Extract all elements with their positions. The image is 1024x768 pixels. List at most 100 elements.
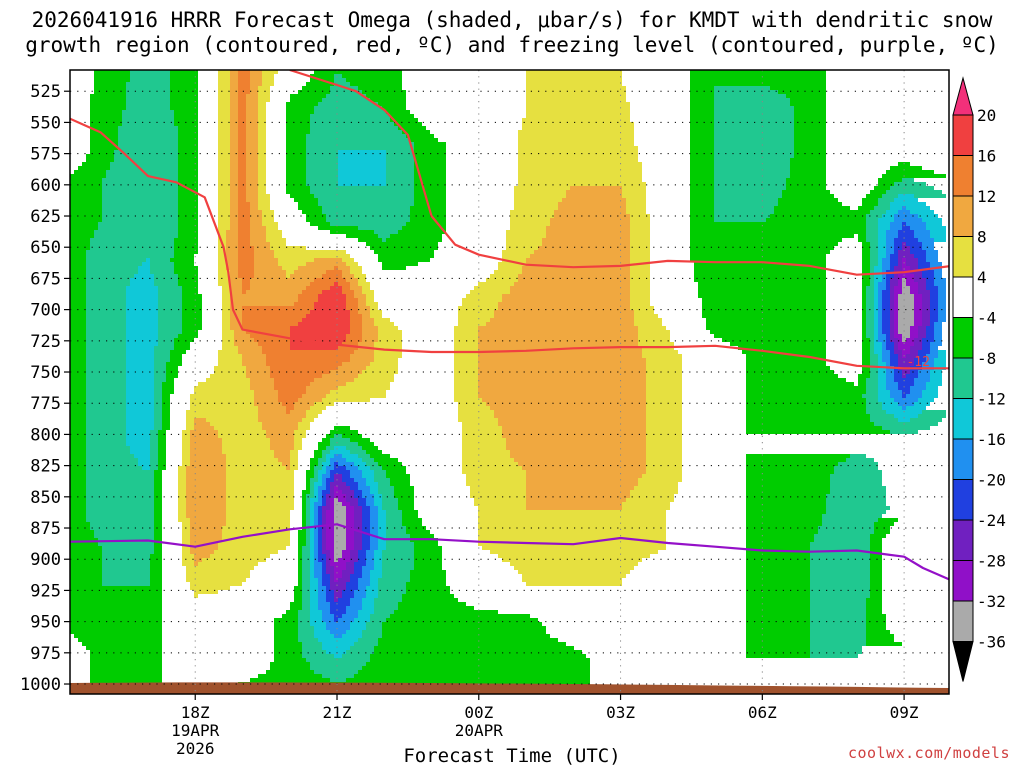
omega-shade-cell [178, 198, 198, 202]
omega-shade-cell [378, 538, 386, 542]
omega-shade-cell [70, 254, 86, 258]
omega-shade-cell [874, 338, 878, 342]
omega-shade-cell [462, 302, 498, 306]
omega-shade-cell [170, 74, 198, 78]
omega-shade-cell [230, 82, 238, 86]
omega-shade-cell [238, 174, 246, 178]
omega-shade-cell [334, 570, 342, 574]
omega-shade-cell [182, 454, 190, 458]
omega-shade-cell [286, 406, 294, 410]
omega-shade-cell [118, 130, 178, 134]
omega-shade-cell [102, 550, 154, 554]
omega-shade-cell [858, 206, 874, 210]
omega-shade-cell [882, 358, 890, 362]
omega-shade-cell [226, 474, 294, 478]
omega-shade-cell [322, 494, 326, 498]
omega-shade-cell [238, 226, 250, 230]
omega-shade-cell [358, 498, 366, 502]
omega-shade-cell [874, 526, 890, 530]
omega-shade-cell [906, 278, 914, 282]
omega-shade-cell [330, 470, 350, 474]
omega-shade-cell [90, 142, 118, 146]
omega-shade-cell [302, 506, 306, 510]
omega-shade-cell [154, 354, 170, 358]
omega-shade-cell [162, 394, 170, 398]
omega-shade-cell [330, 430, 358, 434]
omega-shade-cell [222, 318, 230, 322]
omega-shade-cell [794, 114, 826, 118]
omega-shade-cell [154, 378, 166, 382]
omega-shade-cell [150, 458, 158, 462]
omega-shade-cell [250, 70, 262, 74]
omega-shade-cell [246, 366, 270, 370]
omega-shade-cell [518, 146, 638, 150]
omega-shade-cell [890, 294, 894, 298]
omega-shade-cell [462, 454, 510, 458]
omega-shade-cell [174, 246, 198, 250]
omega-shade-cell [182, 330, 198, 334]
omega-shade-cell [926, 330, 934, 334]
omega-shade-cell [322, 502, 326, 506]
omega-shade-cell [690, 90, 714, 94]
omega-shade-cell [554, 210, 626, 214]
omega-shade-cell [126, 394, 154, 398]
omega-shade-cell [910, 418, 942, 422]
omega-shade-cell [302, 654, 334, 658]
omega-shade-cell [526, 98, 626, 102]
omega-shade-cell [870, 258, 878, 262]
omega-shade-cell [478, 330, 638, 334]
omega-shade-cell [322, 518, 326, 522]
omega-shade-cell [518, 154, 638, 158]
omega-shade-cell [266, 354, 350, 358]
omega-shade-cell [746, 618, 810, 622]
omega-shade-cell [454, 398, 482, 402]
omega-shade-cell [218, 270, 230, 274]
omega-shade-cell [154, 534, 162, 538]
omega-shade-cell [334, 454, 342, 458]
omega-shade-cell [778, 198, 838, 202]
omega-shade-cell [746, 470, 834, 474]
omega-shade-cell [366, 242, 438, 246]
omega-shade-cell [510, 226, 546, 230]
omega-shade-cell [378, 522, 386, 526]
omega-shade-cell [350, 270, 362, 274]
omega-shade-cell [274, 654, 302, 658]
omega-shade-cell [90, 122, 122, 126]
omega-shade-cell [922, 274, 934, 278]
omega-shade-cell [374, 554, 382, 558]
omega-shade-cell [86, 330, 126, 334]
omega-shade-cell [242, 322, 298, 326]
omega-shade-cell [222, 298, 230, 302]
omega-shade-cell [898, 310, 914, 314]
omega-shade-cell [138, 458, 150, 462]
omega-shade-cell [478, 358, 646, 362]
omega-shade-cell [886, 370, 894, 374]
omega-shade-cell [102, 562, 150, 566]
omega-shade-cell [338, 598, 350, 602]
omega-shade-cell [746, 530, 818, 534]
omega-shade-cell [406, 586, 450, 590]
omega-shade-cell [302, 558, 310, 562]
omega-shade-cell [254, 262, 278, 266]
omega-shade-cell [218, 254, 226, 258]
omega-shade-cell [350, 282, 358, 286]
omega-shade-cell [178, 170, 198, 174]
omega-shade-cell [330, 550, 334, 554]
omega-shade-cell [330, 458, 346, 462]
omega-shade-cell [230, 322, 242, 326]
omega-shade-cell [746, 458, 846, 462]
omega-shade-cell [86, 302, 126, 306]
omega-shade-cell [174, 118, 198, 122]
omega-shade-cell [478, 354, 642, 358]
omega-shade-cell [102, 194, 178, 198]
omega-shade-cell [102, 578, 150, 582]
omega-shade-cell [226, 490, 294, 494]
omega-shade-cell [150, 574, 162, 578]
omega-shade-cell [646, 446, 682, 450]
omega-shade-cell [514, 566, 634, 570]
omega-shade-cell [878, 326, 882, 330]
omega-shade-cell [370, 514, 378, 518]
omega-shade-cell [286, 190, 310, 194]
omega-shade-cell [302, 490, 310, 494]
